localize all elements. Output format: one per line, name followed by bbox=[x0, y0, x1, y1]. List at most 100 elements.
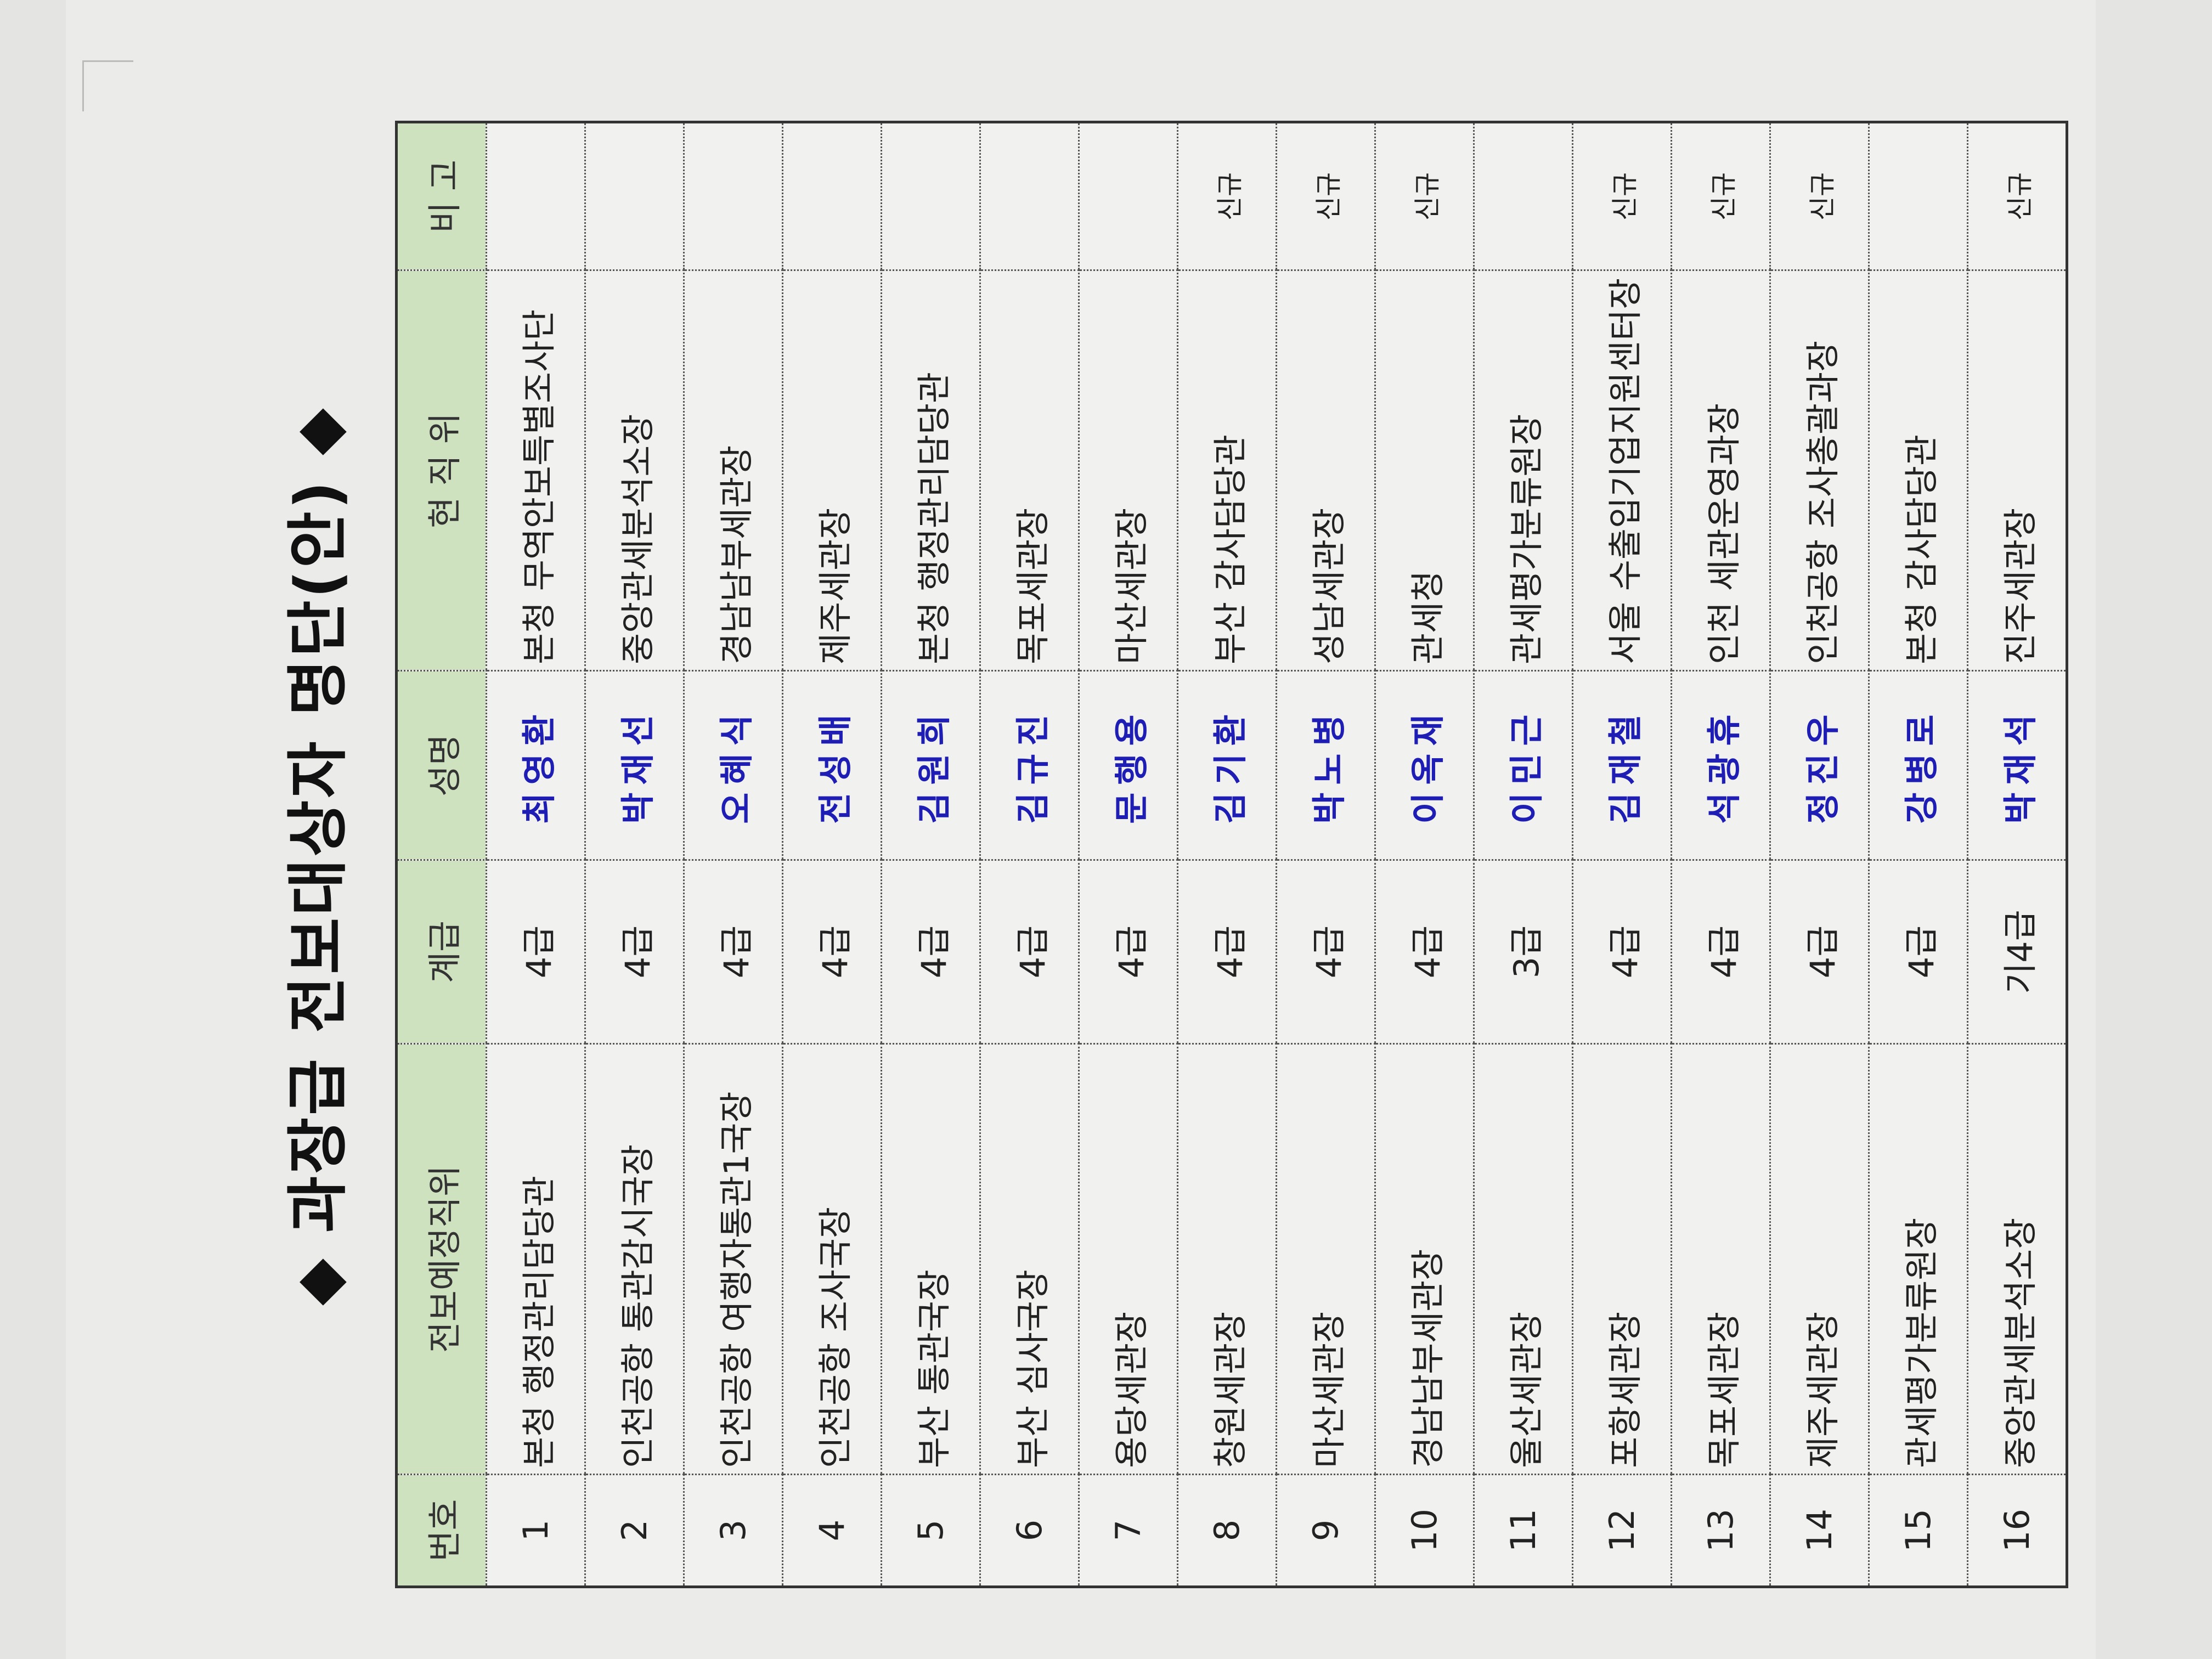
cell-grade: 4급 bbox=[1770, 860, 1869, 1044]
cell-target-position: 관세평가분류원장 bbox=[1869, 1043, 1968, 1475]
cell-note: 신규 bbox=[1177, 122, 1277, 270]
table-row: 11 울산세관장 3급 이민근 관세평가분류원장 bbox=[1474, 122, 1573, 1587]
cell-name: 최영환 bbox=[486, 670, 585, 860]
table-row: 2 인천공항 통관감시국장 4급 박재선 중앙관세분석소장 bbox=[585, 122, 684, 1587]
table-row: 5 부산 통관국장 4급 김원희 본청 행정관리담당관 bbox=[881, 122, 980, 1587]
cell-current-position: 제주세관장 bbox=[782, 270, 882, 671]
cell-name: 강병로 bbox=[1869, 670, 1968, 860]
table-row: 10 경남남부세관장 4급 이옥재 관세청 신규 bbox=[1375, 122, 1474, 1587]
cell-number: 13 bbox=[1671, 1474, 1770, 1587]
cell-grade: 4급 bbox=[782, 860, 882, 1044]
cell-current-position: 관세평가분류원장 bbox=[1474, 270, 1573, 671]
header-number: 번호 bbox=[396, 1474, 487, 1587]
cell-name: 오혜식 bbox=[684, 670, 783, 860]
cell-name: 김원희 bbox=[881, 670, 980, 860]
cell-target-position: 용당세관장 bbox=[1079, 1043, 1178, 1475]
table-row: 6 부산 심사국장 4급 김규진 목포세관장 bbox=[980, 122, 1079, 1587]
cell-number: 2 bbox=[585, 1474, 684, 1587]
cell-note: 신규 bbox=[1967, 122, 2067, 270]
cell-name: 전성배 bbox=[782, 670, 882, 860]
cell-current-position: 관세청 bbox=[1375, 270, 1474, 671]
cell-note: 신규 bbox=[1375, 122, 1474, 270]
cell-target-position: 울산세관장 bbox=[1474, 1043, 1573, 1475]
cell-note bbox=[1869, 122, 1968, 270]
cell-current-position: 본청 감사담당관 bbox=[1869, 270, 1968, 671]
transfer-table: 번호 전보예정직위 계급 성명 현 직 위 비 고 1 본청 행정관리담당관 4급 최… bbox=[395, 121, 2068, 1588]
cell-number: 3 bbox=[684, 1474, 783, 1587]
cell-name: 김재철 bbox=[1572, 670, 1672, 860]
cell-number: 4 bbox=[782, 1474, 882, 1587]
cell-note bbox=[782, 122, 882, 270]
cell-number: 14 bbox=[1770, 1474, 1869, 1587]
document-page: ◆ 과장급 전보대상자 명단(안) ◆ 번호 전보예정직위 계급 성명 현 직 … bbox=[66, 0, 2096, 1659]
cell-grade: 4급 bbox=[1079, 860, 1178, 1044]
rotated-content: ◆ 과장급 전보대상자 명단(안) ◆ 번호 전보예정직위 계급 성명 현 직 … bbox=[230, 115, 2068, 1596]
cell-grade: 4급 bbox=[1276, 860, 1375, 1044]
table-row: 9 마산세관장 4급 박노병 성남세관장 신규 bbox=[1276, 122, 1375, 1587]
header-current-position: 현 직 위 bbox=[396, 270, 487, 671]
document-title: ◆ 과장급 전보대상자 명단(안) ◆ bbox=[283, 405, 354, 1306]
cell-name: 박재석 bbox=[1967, 670, 2067, 860]
table-row: 4 인천공항 조사국장 4급 전성배 제주세관장 bbox=[782, 122, 882, 1587]
table-row: 7 용당세관장 4급 문행용 마산세관장 bbox=[1079, 122, 1178, 1587]
cell-number: 9 bbox=[1276, 1474, 1375, 1587]
cell-number: 1 bbox=[486, 1474, 585, 1587]
cell-number: 16 bbox=[1967, 1474, 2067, 1587]
table-row: 1 본청 행정관리담당관 4급 최영환 본청 무역안보특별조사단 bbox=[486, 122, 585, 1587]
cell-current-position: 본청 무역안보특별조사단 bbox=[486, 270, 585, 671]
cell-number: 11 bbox=[1474, 1474, 1573, 1587]
cell-current-position: 진주세관장 bbox=[1967, 270, 2067, 671]
cell-note bbox=[980, 122, 1079, 270]
cell-grade: 기4급 bbox=[1967, 860, 2067, 1044]
table-row: 14 제주세관장 4급 정진우 인천공항 조사총괄과장 신규 bbox=[1770, 122, 1869, 1587]
cell-current-position: 목포세관장 bbox=[980, 270, 1079, 671]
cell-name: 정진우 bbox=[1770, 670, 1869, 860]
cell-current-position: 성남세관장 bbox=[1276, 270, 1375, 671]
cell-grade: 4급 bbox=[1572, 860, 1672, 1044]
cell-current-position: 서울 수출입기업지원센터장 bbox=[1572, 270, 1672, 671]
cell-name: 석광휴 bbox=[1671, 670, 1770, 860]
table-row: 12 포항세관장 4급 김재철 서울 수출입기업지원센터장 신규 bbox=[1572, 122, 1672, 1587]
table-row: 16 중앙관세분석소장 기4급 박재석 진주세관장 신규 bbox=[1967, 122, 2067, 1587]
cell-note bbox=[684, 122, 783, 270]
cell-grade: 4급 bbox=[881, 860, 980, 1044]
table-row: 8 창원세관장 4급 김기환 부산 감사담당관 신규 bbox=[1177, 122, 1277, 1587]
cell-note: 신규 bbox=[1276, 122, 1375, 270]
cell-target-position: 인천공항 조사국장 bbox=[782, 1043, 882, 1475]
cell-note bbox=[585, 122, 684, 270]
cell-current-position: 본청 행정관리담당관 bbox=[881, 270, 980, 671]
cell-number: 12 bbox=[1572, 1474, 1672, 1587]
header-note: 비 고 bbox=[396, 122, 487, 270]
cell-note bbox=[1079, 122, 1178, 270]
cell-current-position: 인천공항 조사총괄과장 bbox=[1770, 270, 1869, 671]
cell-target-position: 인천공항 여행자통관1국장 bbox=[684, 1043, 783, 1475]
cell-number: 7 bbox=[1079, 1474, 1178, 1587]
cell-current-position: 마산세관장 bbox=[1079, 270, 1178, 671]
cell-grade: 4급 bbox=[1671, 860, 1770, 1044]
table-row: 13 목포세관장 4급 석광휴 인천 세관운영과장 신규 bbox=[1671, 122, 1770, 1587]
cell-grade: 4급 bbox=[1177, 860, 1277, 1044]
cell-note: 신규 bbox=[1671, 122, 1770, 270]
cell-target-position: 부산 통관국장 bbox=[881, 1043, 980, 1475]
header-name: 성명 bbox=[396, 670, 487, 860]
cell-note: 신규 bbox=[1770, 122, 1869, 270]
cell-current-position: 부산 감사담당관 bbox=[1177, 270, 1277, 671]
cell-number: 6 bbox=[980, 1474, 1079, 1587]
cell-current-position: 경남남부세관장 bbox=[684, 270, 783, 671]
cell-note: 신규 bbox=[1572, 122, 1672, 270]
cell-name: 김기환 bbox=[1177, 670, 1277, 860]
cell-current-position: 중앙관세분석소장 bbox=[585, 270, 684, 671]
cell-target-position: 중앙관세분석소장 bbox=[1967, 1043, 2067, 1475]
cell-name: 이민근 bbox=[1474, 670, 1573, 860]
cell-number: 5 bbox=[881, 1474, 980, 1587]
cell-target-position: 마산세관장 bbox=[1276, 1043, 1375, 1475]
cell-name: 문행용 bbox=[1079, 670, 1178, 860]
cell-name: 이옥재 bbox=[1375, 670, 1474, 860]
cell-number: 10 bbox=[1375, 1474, 1474, 1587]
cell-grade: 4급 bbox=[1869, 860, 1968, 1044]
cell-target-position: 경남남부세관장 bbox=[1375, 1043, 1474, 1475]
cell-note bbox=[1474, 122, 1573, 270]
cell-target-position: 제주세관장 bbox=[1770, 1043, 1869, 1475]
cell-target-position: 인천공항 통관감시국장 bbox=[585, 1043, 684, 1475]
cell-grade: 4급 bbox=[980, 860, 1079, 1044]
